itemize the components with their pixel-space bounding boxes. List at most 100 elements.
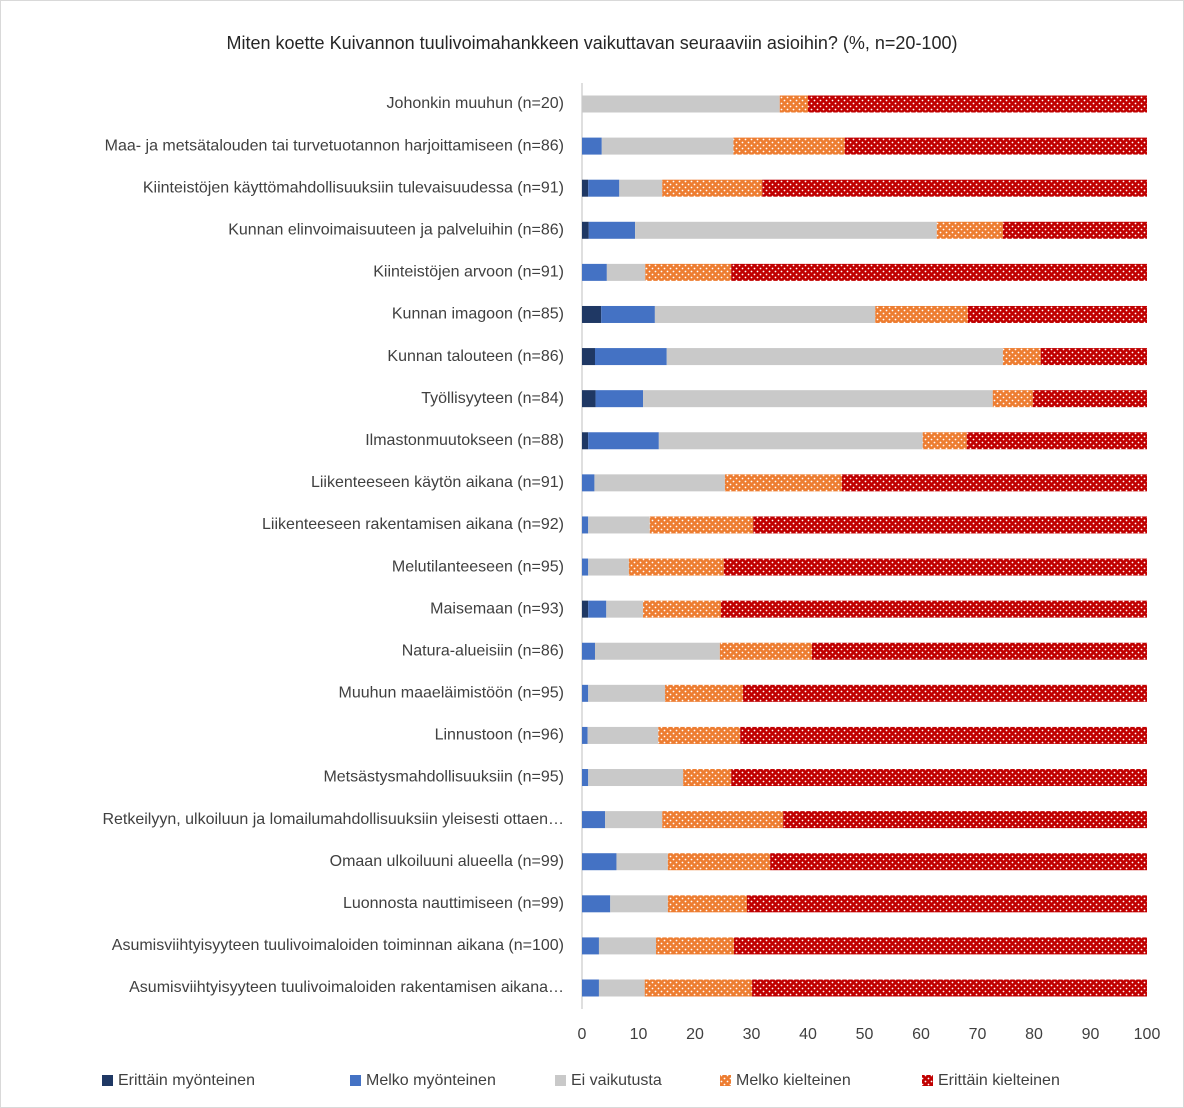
bar-segment <box>1040 348 1147 366</box>
legend-label: Erittäin myönteinen <box>118 1072 255 1089</box>
bar-segment <box>875 305 968 323</box>
bar-segment <box>594 348 667 366</box>
bar-segment <box>1002 221 1147 239</box>
y-tick-label: Melutilanteeseen (n=95) <box>392 558 564 575</box>
bar-segment <box>601 137 734 155</box>
bar-segment <box>753 516 1147 534</box>
y-tick-label: Työllisyyteen (n=84) <box>421 390 564 407</box>
bar-segment <box>719 642 812 660</box>
y-tick-label: Kunnan talouteen (n=86) <box>387 348 564 365</box>
x-tick-label: 60 <box>912 1026 930 1043</box>
bar-segment <box>922 432 967 450</box>
y-tick-label: Maisemaan (n=93) <box>430 600 564 617</box>
bar-segment <box>654 305 876 323</box>
legend-swatch <box>720 1075 731 1086</box>
bar-segment <box>588 684 666 702</box>
bar-segment <box>733 137 845 155</box>
y-tick-label: Kiinteistöjen arvoon (n=91) <box>373 264 564 281</box>
legend-swatch <box>350 1075 361 1086</box>
legend-swatch <box>922 1075 933 1086</box>
bar-segment <box>610 895 668 913</box>
bar-segment <box>731 769 1147 787</box>
bar-segment <box>723 558 1147 576</box>
bar-segment <box>649 516 754 534</box>
y-tick-label: Maa- ja metsätalouden tai turvetuotannon… <box>105 137 564 154</box>
bar-segment <box>770 853 1147 871</box>
bar-segment <box>936 221 1003 239</box>
bar-segment <box>635 221 937 239</box>
bar-segment <box>582 95 780 113</box>
bar-segment <box>588 221 636 239</box>
bar-segment <box>582 600 589 618</box>
y-tick-label: Liikenteeseen rakentamisen aikana (n=92) <box>262 516 564 533</box>
bar-segment <box>643 390 993 408</box>
bar-segment <box>588 769 684 787</box>
bar-segment <box>752 979 1147 997</box>
x-tick-label: 70 <box>969 1026 987 1043</box>
legend-label: Erittäin kielteinen <box>938 1072 1060 1089</box>
legend-label: Melko myönteinen <box>366 1072 496 1089</box>
bar-segment <box>662 811 784 829</box>
legend-swatch <box>102 1075 113 1086</box>
bar-segment <box>616 853 668 871</box>
y-tick-label: Johonkin muuhun (n=20) <box>387 95 564 112</box>
bar-segment <box>992 390 1033 408</box>
bar-segment <box>582 348 595 366</box>
bar-segment <box>605 811 663 829</box>
bar-segment <box>746 895 1147 913</box>
bar-segment <box>662 179 763 197</box>
bar-segment <box>582 558 589 576</box>
x-tick-label: 90 <box>1082 1026 1100 1043</box>
bar-segment <box>606 600 644 618</box>
bar-segment <box>582 937 599 955</box>
bar-segment <box>587 726 659 744</box>
bar-segment <box>643 600 721 618</box>
bar-segment <box>582 474 595 492</box>
bar-segment <box>667 853 771 871</box>
bar-segment <box>588 179 620 197</box>
bar-segment <box>582 516 589 534</box>
bar-segment <box>582 263 607 281</box>
y-tick-label: Asumisviihtyisyyteen tuulivoimaloiden ra… <box>129 979 564 996</box>
x-tick-label: 20 <box>686 1026 704 1043</box>
bar-segment <box>582 684 589 702</box>
bar-segment <box>601 305 655 323</box>
chart-title: Miten koette Kuivannon tuulivoimahankkee… <box>227 33 958 53</box>
bar-segment <box>658 432 923 450</box>
y-tick-label: Kunnan imagoon (n=85) <box>392 306 564 323</box>
legend-label: Melko kielteinen <box>736 1072 851 1089</box>
y-tick-label: Retkeilyyn, ulkoiluun ja lomailumahdolli… <box>102 811 564 828</box>
bar-segment <box>658 726 741 744</box>
bar-segment <box>588 516 650 534</box>
y-tick-label: Muuhun maaeläimistöön (n=95) <box>339 685 564 702</box>
bar-segment <box>762 179 1147 197</box>
bar-segment <box>588 600 607 618</box>
bar-segment <box>665 684 744 702</box>
legend-swatch <box>555 1075 566 1086</box>
y-tick-label: Omaan ulkoiluuni alueella (n=99) <box>330 853 564 870</box>
bar-segment <box>598 937 657 955</box>
y-tick-label: Asumisviihtyisyyteen tuulivoimaloiden to… <box>112 937 564 954</box>
bar-segment <box>606 263 646 281</box>
bar-segment <box>582 179 589 197</box>
y-tick-label: Kiinteistöjen käyttömahdollisuuksiin tul… <box>143 179 564 196</box>
bar-segment <box>808 95 1147 113</box>
bar-segment <box>582 305 602 323</box>
bar-segment <box>743 684 1147 702</box>
bar-segment <box>1002 348 1041 366</box>
bar-segment <box>724 474 842 492</box>
bar-segment <box>628 558 724 576</box>
bar-segment <box>594 474 725 492</box>
bar-segment <box>582 642 595 660</box>
bar-segment <box>645 263 732 281</box>
bar-segment <box>619 179 663 197</box>
bar-segment <box>582 769 589 787</box>
bar-segment <box>656 937 734 955</box>
y-tick-label: Luonnosta nauttimiseen (n=99) <box>343 895 564 912</box>
legend-label: Ei vaikutusta <box>571 1072 662 1089</box>
y-tick-label: Metsästysmahdollisuuksiin (n=95) <box>323 769 564 786</box>
bar-segment <box>644 979 753 997</box>
bar-segment <box>811 642 1147 660</box>
bar-segment <box>844 137 1147 155</box>
